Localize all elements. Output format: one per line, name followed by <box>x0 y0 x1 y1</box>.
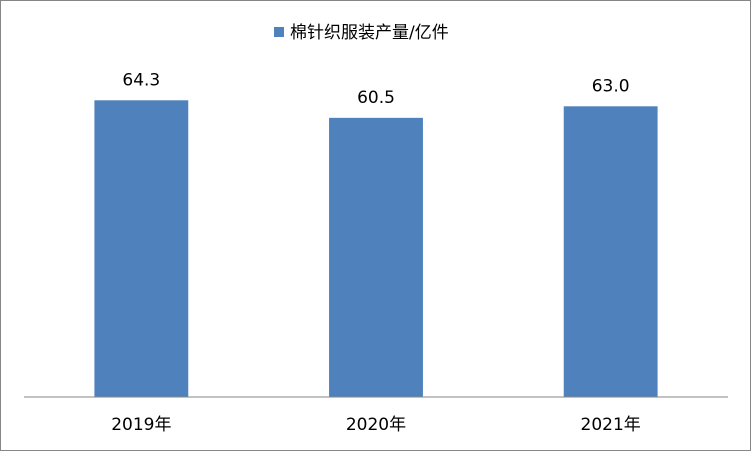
bar <box>563 106 658 398</box>
x-tick-label: 2019年 <box>111 415 171 435</box>
bar <box>329 117 423 397</box>
data-label: 63.0 <box>592 76 630 96</box>
legend-swatch <box>274 27 284 37</box>
data-label: 64.3 <box>122 70 160 90</box>
bar <box>94 100 189 398</box>
x-tick-label: 2021年 <box>581 415 641 435</box>
legend-label: 棉针织服装产量/亿件 <box>290 23 449 43</box>
x-tick-label: 2020年 <box>346 415 406 435</box>
data-label: 60.5 <box>357 88 395 108</box>
